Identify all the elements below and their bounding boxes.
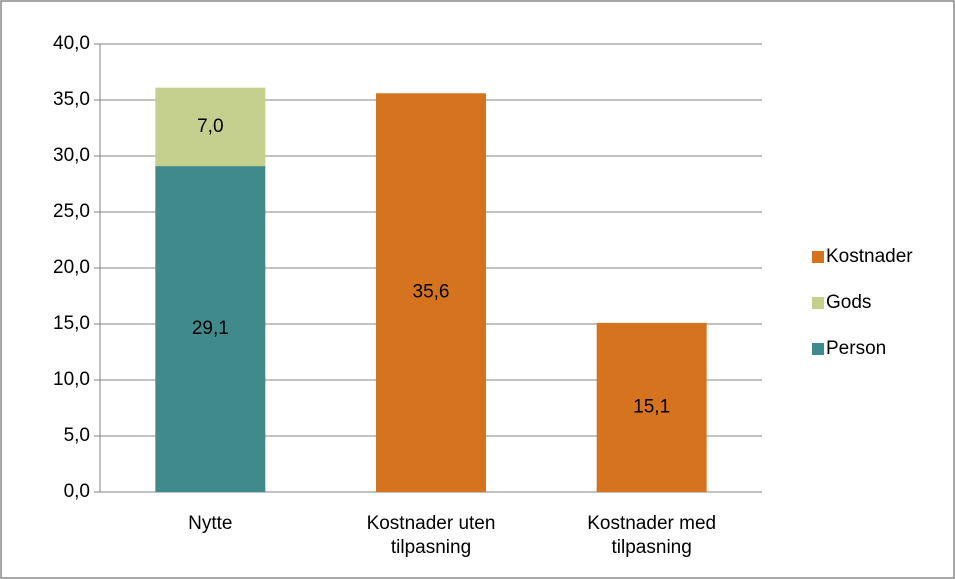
y-tick-label: 30,0 — [53, 145, 90, 166]
x-tick-label: Nytte — [188, 513, 233, 534]
legend-swatch — [812, 251, 824, 263]
y-tick-label: 5,0 — [64, 425, 90, 446]
y-tick-label: 20,0 — [53, 257, 90, 278]
bar-segment — [376, 93, 486, 492]
bar-segment — [155, 87, 266, 167]
value-label: 7,0 — [197, 116, 223, 137]
legend-label: Gods — [826, 292, 871, 313]
x-tick-label: Kostnader uten tilpasning — [366, 513, 496, 558]
legend-swatch — [812, 297, 824, 309]
value-label: 15,1 — [633, 396, 670, 417]
y-tick-label: 15,0 — [53, 313, 90, 334]
y-tick-label: 10,0 — [53, 369, 90, 390]
y-tick-label: 0,0 — [64, 481, 90, 502]
y-tick-label: 35,0 — [53, 89, 90, 110]
value-label: 35,6 — [413, 282, 450, 303]
bar-segment — [155, 166, 266, 492]
y-tick-label: 40,0 — [53, 33, 90, 54]
legend-label: Person — [826, 338, 886, 359]
legend-swatch — [812, 343, 824, 355]
x-tick-label: Kostnader med tilpasning — [587, 513, 717, 558]
value-label: 29,1 — [192, 318, 229, 339]
legend-label: Kostnader — [826, 246, 913, 267]
y-tick-label: 25,0 — [53, 201, 90, 222]
bar-segment — [596, 322, 707, 492]
